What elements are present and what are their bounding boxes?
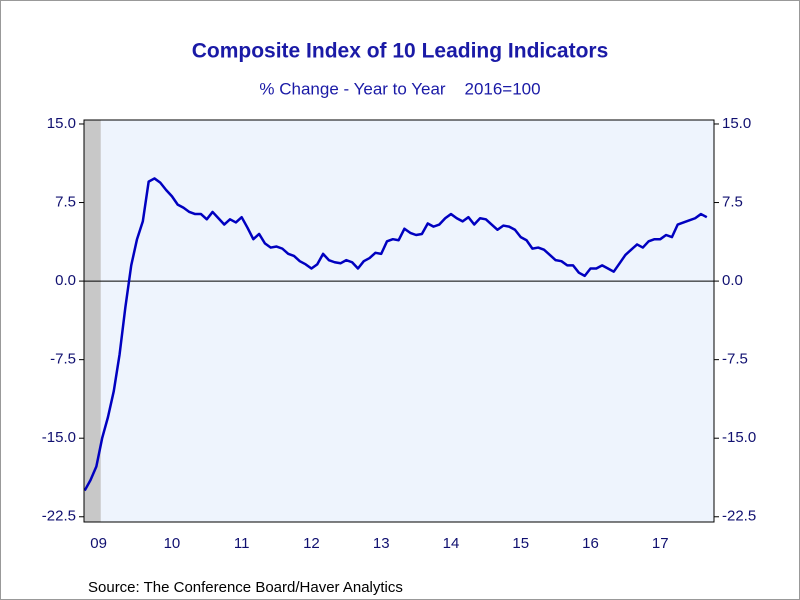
recession-band <box>84 120 101 522</box>
x-tick-label: 17 <box>652 535 669 552</box>
y-tick-label: -7.5 <box>50 351 76 368</box>
chart-subtitle: % Change - Year to Year 2016=100 <box>259 79 540 98</box>
x-tick-label: 16 <box>582 535 599 552</box>
data-line <box>83 177 708 492</box>
x-tick-label: 14 <box>443 535 460 552</box>
y-tick-label: 15.0 <box>47 115 76 132</box>
y-tick-label: -15.0 <box>42 429 76 446</box>
y2-tick-label: 0.0 <box>722 272 743 289</box>
chart-title: Composite Index of 10 Leading Indicators <box>192 40 609 63</box>
y-tick-label: 7.5 <box>55 194 76 211</box>
y-tick-label: -22.5 <box>42 508 76 525</box>
x-tick-label: 13 <box>373 535 390 552</box>
y2-tick-label: -7.5 <box>722 351 748 368</box>
plot-area <box>84 120 714 522</box>
x-tick-label: 12 <box>303 535 320 552</box>
source: Source: The Conference Board/Haver Analy… <box>88 579 403 596</box>
y2-tick-label: -22.5 <box>722 508 756 525</box>
y-tick-label: 0.0 <box>55 272 76 289</box>
y2-tick-label: -15.0 <box>722 429 756 446</box>
y2-tick-label: 7.5 <box>722 194 743 211</box>
x-tick-label: 09 <box>90 535 107 552</box>
x-tick-label: 11 <box>234 535 250 552</box>
plot-border <box>83 119 715 523</box>
y2-tick-label: 15.0 <box>722 115 751 132</box>
x-tick-label: 15 <box>512 535 529 552</box>
x-tick-label: 10 <box>164 535 181 552</box>
